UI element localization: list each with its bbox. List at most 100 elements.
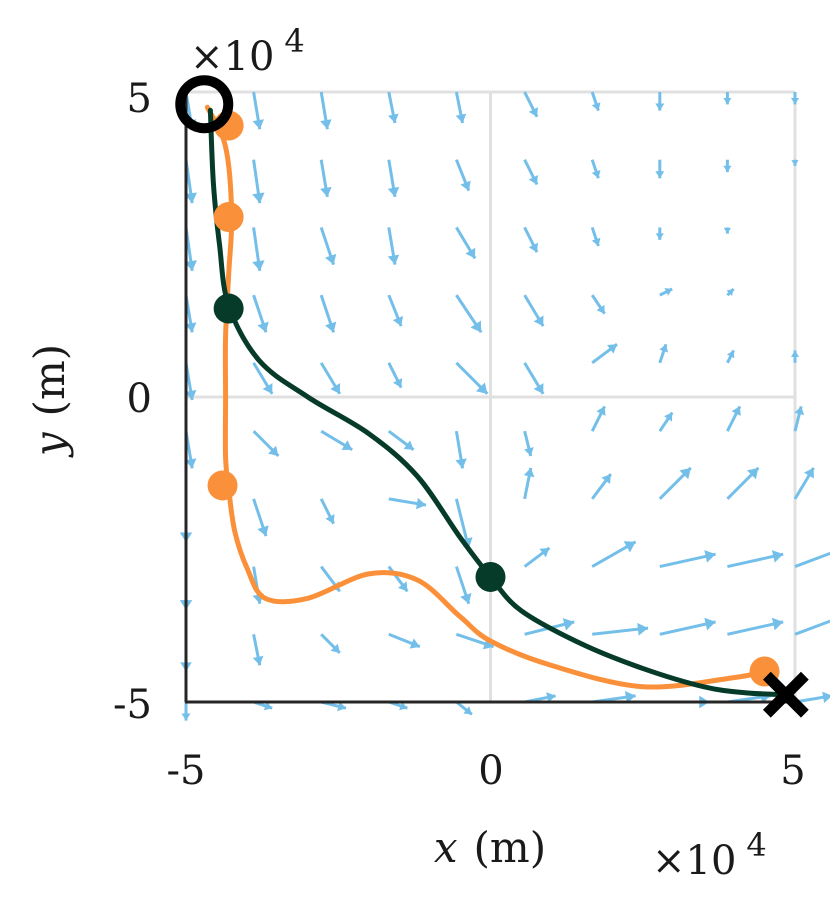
x-tick-label: 5 xyxy=(780,748,805,794)
vector-arrow xyxy=(590,91,601,112)
arrow-head xyxy=(325,514,335,524)
arrow-head xyxy=(637,622,649,636)
vector-arrow xyxy=(794,691,830,704)
vector-arrow xyxy=(794,551,830,568)
vector-arrow xyxy=(790,350,800,363)
arrow-head xyxy=(591,237,601,247)
vector-arrow xyxy=(591,473,613,500)
arrow-head xyxy=(476,382,488,394)
arrow-head xyxy=(184,260,197,271)
arrow-head xyxy=(392,378,403,388)
arrow-head xyxy=(325,321,337,333)
arrow-head xyxy=(601,474,611,485)
arrow-head xyxy=(822,691,830,704)
arrow-head xyxy=(263,701,273,711)
trajectory-marker xyxy=(207,470,238,501)
vector-arrow xyxy=(794,619,830,636)
vector-arrow xyxy=(319,91,332,130)
arrow-head xyxy=(330,383,341,394)
arrow-head xyxy=(415,497,426,510)
vector-arrow xyxy=(319,362,342,395)
vector-arrow xyxy=(523,226,539,253)
vector-arrow xyxy=(319,226,337,266)
end-marker-stroke xyxy=(762,671,809,718)
arrow-head xyxy=(320,119,332,130)
x-multiplier: ×10 4 xyxy=(652,826,767,884)
vector-arrow xyxy=(590,159,601,179)
vector-arrow xyxy=(590,226,601,247)
vector-arrow xyxy=(659,287,673,297)
arrow-shaft xyxy=(794,619,830,636)
arrow-head xyxy=(726,288,734,296)
y-axis-label: y(m) xyxy=(25,344,74,458)
vector-arrow xyxy=(590,294,606,315)
arrow-head xyxy=(409,638,420,649)
arrow-head xyxy=(252,655,264,666)
vector-arrow xyxy=(252,430,280,458)
vector-arrow xyxy=(320,429,353,452)
trajectory-line xyxy=(204,104,768,690)
arrow-head xyxy=(337,701,346,712)
vector-arrow xyxy=(590,405,606,432)
arrow-head xyxy=(482,638,494,650)
vector-arrow xyxy=(455,632,495,650)
x-axis-label: x (m) xyxy=(434,823,546,872)
vector-arrow xyxy=(793,467,815,500)
y-tick-label: 0 xyxy=(127,376,152,422)
arrow-head xyxy=(596,406,606,416)
arrow-head xyxy=(252,260,265,271)
vector-arrow xyxy=(726,349,735,364)
arrow-head xyxy=(591,170,601,179)
vector-arrow xyxy=(252,91,265,130)
end-marker xyxy=(762,671,809,718)
arrow-head xyxy=(794,406,805,416)
arrow-head xyxy=(659,344,669,353)
arrow-head xyxy=(596,304,605,314)
arrow-head xyxy=(539,547,550,558)
vector-arrow xyxy=(454,91,467,124)
arrow-head xyxy=(679,467,691,480)
arrow-head xyxy=(726,350,735,359)
vector-arrow xyxy=(791,159,799,166)
vector-arrow xyxy=(455,226,477,260)
arrow-head xyxy=(533,315,544,327)
vector-arrow xyxy=(319,159,332,198)
arrow-head xyxy=(465,247,476,259)
arrow-head xyxy=(533,383,544,394)
vector-arrow xyxy=(387,565,409,593)
trajectory-marker xyxy=(213,293,244,324)
arrow-head xyxy=(320,186,332,197)
vector-arrow xyxy=(252,294,269,333)
arrow-head xyxy=(460,180,471,191)
arrow-head xyxy=(607,344,618,354)
vector-arrow xyxy=(387,429,415,451)
vector-arrow xyxy=(181,702,191,721)
start-marker xyxy=(175,75,234,134)
arrow-head xyxy=(704,617,716,631)
vector-arrow xyxy=(454,566,472,605)
vector-arrow xyxy=(793,405,805,432)
vector-arrow xyxy=(387,294,404,327)
arrow-head xyxy=(655,103,665,111)
arrow-head xyxy=(723,227,732,234)
arrow-head xyxy=(723,165,732,173)
vector-field xyxy=(179,91,830,721)
vector-arrow xyxy=(658,411,674,432)
vector-arrow xyxy=(319,498,335,525)
vector-arrow xyxy=(387,362,403,389)
arrow-head xyxy=(460,593,472,604)
vector-arrow xyxy=(388,497,427,510)
arrow-head xyxy=(655,233,664,240)
arrow-head xyxy=(771,617,784,631)
vector-arrow xyxy=(252,498,269,537)
vector-arrow xyxy=(252,633,264,666)
vector-arrow xyxy=(523,467,535,500)
vector-arrow xyxy=(252,362,274,395)
arrow-head xyxy=(664,412,673,422)
arrow-head xyxy=(325,253,337,265)
vector-arrow xyxy=(655,159,665,179)
arrow-head xyxy=(624,691,636,704)
arrow-head xyxy=(268,445,279,456)
arrow-head xyxy=(257,525,269,537)
trajectory-marker xyxy=(475,561,506,592)
